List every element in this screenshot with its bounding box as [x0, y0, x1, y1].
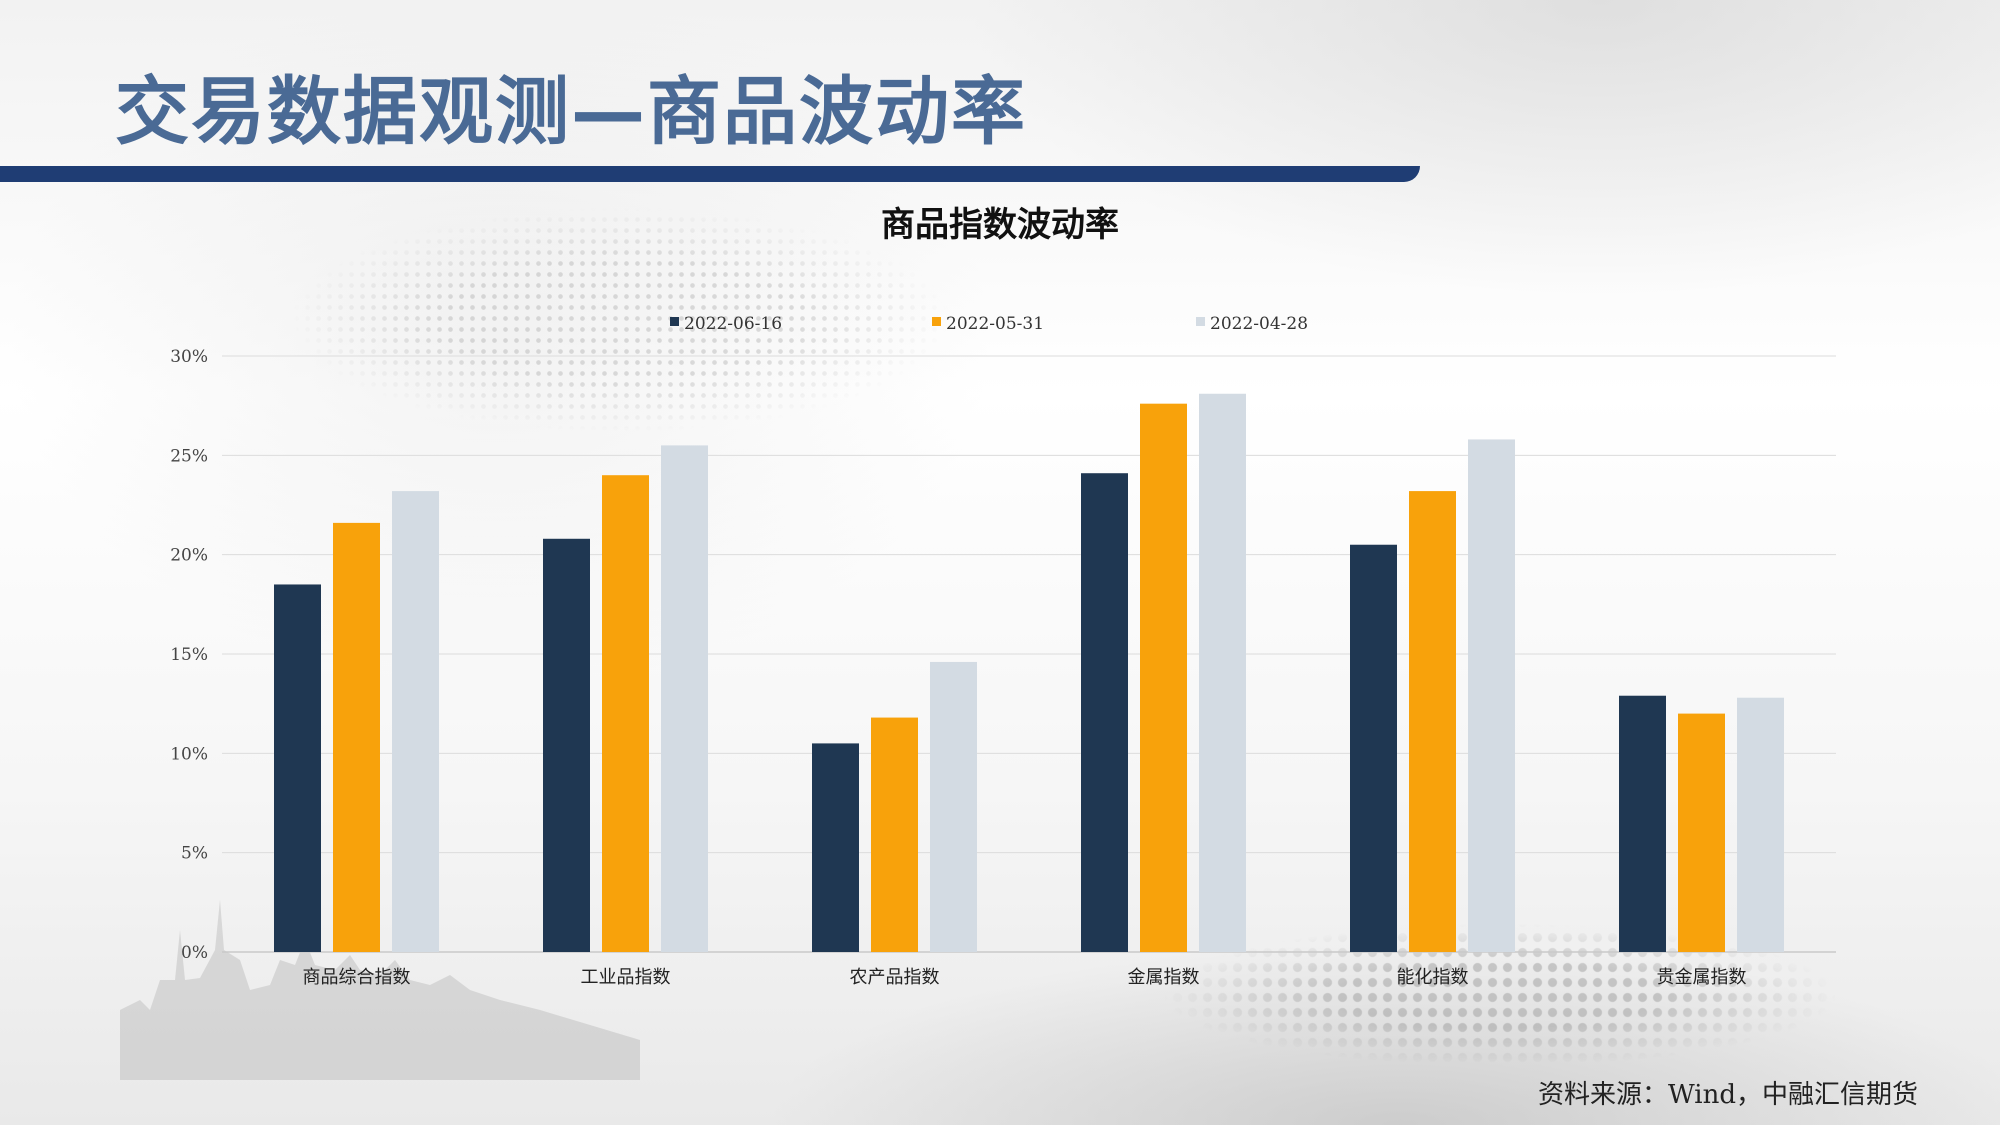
- legend-swatch: [1196, 317, 1205, 326]
- x-category-label: 贵金属指数: [1657, 967, 1747, 988]
- y-axis-tick-labels: 0% 5% 10% 15% 20% 25% 30%: [170, 347, 208, 963]
- bar: [1081, 473, 1128, 952]
- x-axis-category-labels: 商品综合指数 工业品指数 农产品指数 金属指数 能化指数 贵金属指数: [303, 967, 1747, 988]
- bar: [1140, 403, 1187, 952]
- y-tick-label: 5%: [181, 844, 208, 864]
- bar: [1678, 713, 1725, 952]
- x-category-label: 工业品指数: [581, 967, 671, 988]
- x-category-label: 金属指数: [1128, 967, 1200, 988]
- legend-label: 2022-06-16: [684, 314, 782, 334]
- bar: [1199, 393, 1246, 952]
- legend-label: 2022-05-31: [946, 314, 1044, 334]
- bar: [333, 522, 380, 952]
- source-note: 资料来源：Wind，中融汇信期货: [1538, 1080, 1918, 1110]
- bar: [543, 538, 590, 952]
- chart-title: 商品指数波动率: [881, 205, 1119, 245]
- bar: [871, 717, 918, 952]
- bar: [274, 584, 321, 952]
- bar: [1737, 697, 1784, 952]
- y-tick-label: 10%: [170, 744, 208, 764]
- world-map-decoration: [170, 170, 1070, 470]
- legend-swatch: [932, 317, 941, 326]
- bar: [392, 491, 439, 952]
- y-tick-label: 0%: [181, 943, 208, 963]
- legend-label: 2022-04-28: [1210, 314, 1308, 334]
- x-category-label: 商品综合指数: [303, 967, 411, 988]
- slide-title: 交易数据观测—商品波动率: [115, 69, 1027, 155]
- bar: [1468, 439, 1515, 952]
- y-tick-label: 20%: [170, 546, 208, 566]
- y-tick-label: 25%: [170, 446, 208, 466]
- city-skyline-decoration: [120, 900, 640, 1080]
- bar: [1350, 544, 1397, 952]
- bar: [812, 743, 859, 952]
- legend-swatch: [670, 317, 679, 326]
- bar: [1409, 491, 1456, 952]
- y-tick-label: 15%: [170, 645, 208, 665]
- bar: [661, 445, 708, 952]
- y-tick-label: 30%: [170, 347, 208, 367]
- title-underline-bar: [0, 166, 1420, 182]
- gridlines: [222, 355, 1836, 953]
- bars: [274, 393, 1784, 952]
- x-category-label: 农产品指数: [850, 967, 940, 988]
- bar: [930, 661, 977, 952]
- bar: [602, 475, 649, 952]
- x-category-label: 能化指数: [1397, 967, 1469, 988]
- bar: [1619, 695, 1666, 952]
- legend: 2022-06-16 2022-05-31 2022-04-28: [670, 314, 1308, 334]
